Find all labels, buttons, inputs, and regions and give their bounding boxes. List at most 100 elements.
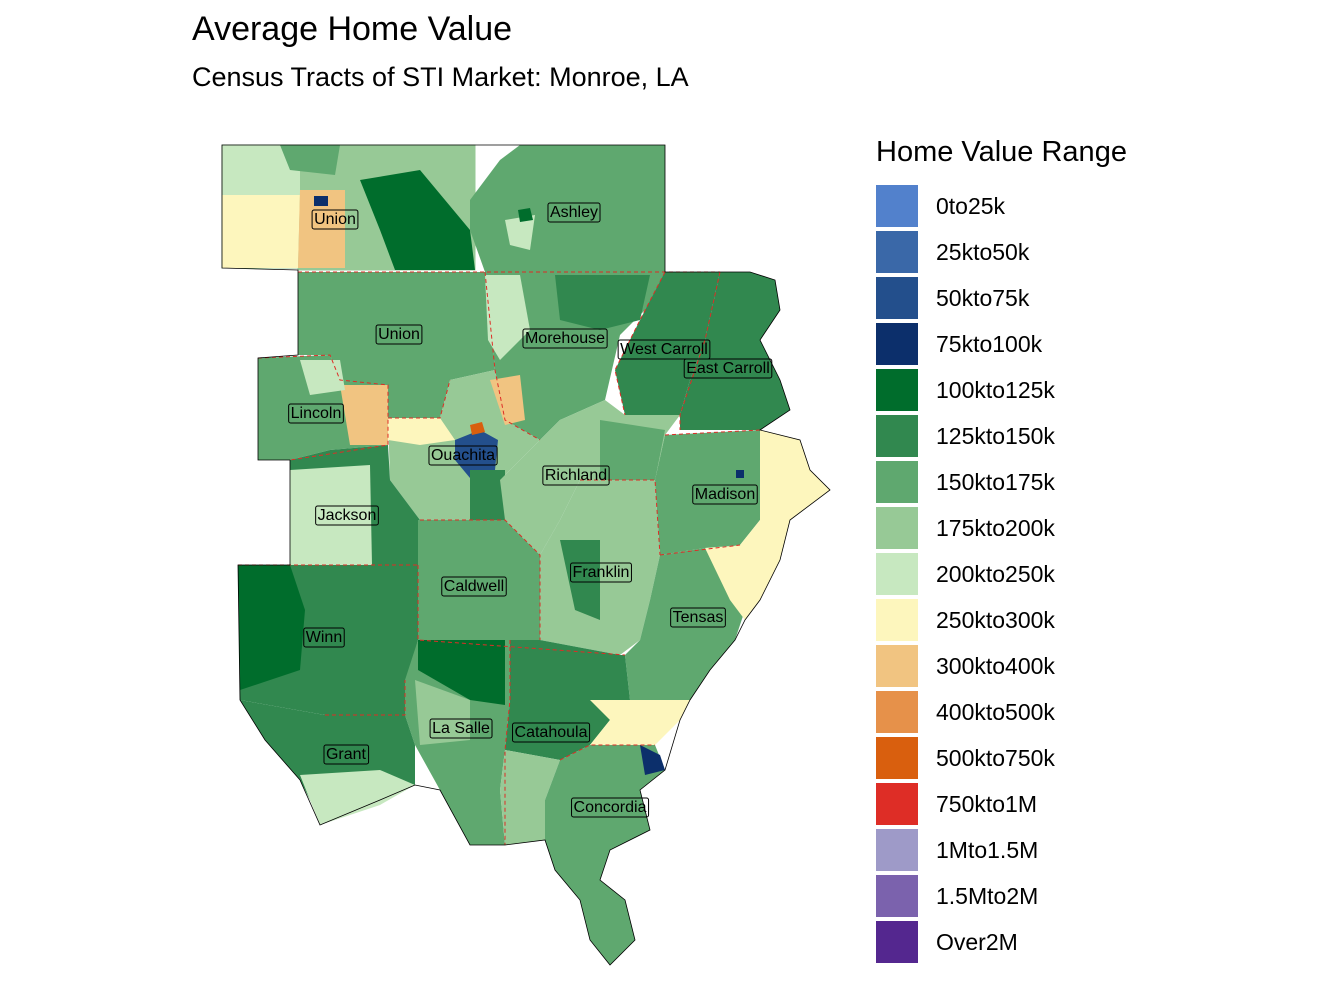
- legend-label: 300kto400k: [936, 652, 1055, 679]
- legend-swatch: [876, 323, 918, 365]
- county-label-box: [683, 358, 773, 379]
- county-label-text: Ouachita: [431, 447, 495, 464]
- county-label-box: [571, 797, 650, 818]
- region-madison: [655, 430, 760, 555]
- county-label-text: Ashley: [550, 204, 598, 221]
- county-label-text: Jackson: [318, 507, 377, 524]
- legend-swatch: [876, 921, 918, 963]
- county-label: Catahoula: [512, 722, 591, 743]
- legend-swatch: [876, 277, 918, 319]
- legend-swatch: [876, 461, 918, 503]
- region-east-carroll: [680, 272, 790, 430]
- county-label: West Carroll: [617, 339, 711, 360]
- county-label-text: Grant: [326, 746, 367, 763]
- legend-swatch: [876, 783, 918, 825]
- legend-item: 75kto100k: [876, 321, 1127, 367]
- county-label-box: [617, 339, 711, 360]
- legend: Home Value Range 0to25k 25kto50k 50kto75k 7…: [876, 136, 1127, 965]
- county-label-box: [429, 718, 493, 739]
- county-label-text: Richland: [545, 467, 607, 484]
- county-label-box: [512, 722, 591, 743]
- region-madison-tract: [736, 470, 744, 478]
- region-caldwell: [418, 520, 540, 640]
- legend-item: 1Mto1.5M: [876, 827, 1127, 873]
- legend-label: 50kto75k: [936, 284, 1030, 311]
- county-label: Lincoln: [288, 403, 344, 424]
- county-label-box: [542, 465, 610, 486]
- legend-swatch: [876, 691, 918, 733]
- county-label: Ouachita: [428, 445, 498, 466]
- region-lincoln-light: [300, 360, 345, 395]
- region-union-ar-tract: [314, 196, 328, 206]
- region-ouachita-dark: [470, 470, 505, 520]
- region-winn-dark: [238, 565, 305, 690]
- region-lincoln-orange: [340, 385, 388, 445]
- region-union-ar-mid: [280, 145, 340, 175]
- legend-label: 200kto250k: [936, 560, 1055, 587]
- county-label: Ashley: [547, 202, 601, 223]
- county-label: Concordia: [571, 797, 650, 818]
- legend-swatch: [876, 875, 918, 917]
- legend-label: 1Mto1.5M: [936, 836, 1039, 863]
- legend-item: 150kto175k: [876, 459, 1127, 505]
- legend-item: 250kto300k: [876, 597, 1127, 643]
- market-outline: [221, 144, 831, 966]
- region-morehouse-dark: [555, 275, 650, 330]
- county-label: La Salle: [429, 718, 493, 739]
- county-label-box: [522, 328, 608, 349]
- region-ashley-light: [505, 215, 535, 250]
- legend-label: 750kto1M: [936, 790, 1038, 817]
- region-grant-light: [300, 770, 415, 825]
- region-richland-green: [600, 420, 665, 480]
- county-label-text: Concordia: [574, 799, 647, 816]
- legend-item: 500kto750k: [876, 735, 1127, 781]
- county-label: Caldwell: [441, 576, 507, 597]
- legend-swatch: [876, 553, 918, 595]
- region-la-salle-dark: [418, 640, 505, 705]
- region-catahoula-yellow: [590, 700, 690, 745]
- region-ouachita-city: [455, 430, 498, 478]
- region-franklin-dark: [560, 540, 600, 620]
- county-label: Morehouse: [522, 328, 608, 349]
- county-label-text: La Salle: [432, 720, 490, 737]
- legend-label: 175kto200k: [936, 514, 1055, 541]
- region-union-ar-west: [222, 195, 300, 268]
- legend-item: 750kto1M: [876, 781, 1127, 827]
- county-label: Madison: [692, 484, 758, 505]
- county-label-box: [323, 744, 370, 765]
- county-label-box: [288, 403, 344, 424]
- legend-item: 0to25k: [876, 183, 1127, 229]
- county-label-box: [375, 324, 423, 345]
- county-label-text: West Carroll: [620, 341, 708, 358]
- county-label-text: Tensas: [673, 609, 724, 626]
- map-subtitle: Census Tracts of STI Market: Monroe, LA: [192, 62, 689, 92]
- legend-item: 100kto125k: [876, 367, 1127, 413]
- region-concordia: [545, 745, 665, 965]
- legend-swatch: [876, 599, 918, 641]
- county-label-text: Madison: [695, 486, 755, 503]
- region-tensas: [625, 545, 745, 700]
- legend-item: 1.5Mto2M: [876, 873, 1127, 919]
- legend-item: 400kto500k: [876, 689, 1127, 735]
- county-label-box: [311, 209, 359, 230]
- legend-title: Home Value Range: [876, 136, 1127, 168]
- county-label-text: Catahoula: [515, 724, 588, 741]
- county-label: Union: [311, 209, 359, 230]
- region-morehouse-light: [485, 275, 530, 360]
- county-label: Franklin: [570, 562, 632, 583]
- region-union-ar-north: [222, 145, 300, 195]
- county-label-text: Union: [314, 211, 356, 228]
- legend-item: Over2M: [876, 919, 1127, 965]
- county-label: Winn: [303, 627, 345, 648]
- legend-label: 400kto500k: [936, 698, 1055, 725]
- county-label-text: Lincoln: [291, 405, 342, 422]
- region-union-ar-dark: [360, 170, 475, 270]
- county-label: Grant: [323, 744, 370, 765]
- county-label-box: [441, 576, 507, 597]
- legend-item: 50kto75k: [876, 275, 1127, 321]
- region-tensas-river: [705, 545, 760, 620]
- county-label-box: [570, 562, 632, 583]
- parish-boundaries: [238, 271, 761, 845]
- legend-swatch: [876, 369, 918, 411]
- legend-label: 250kto300k: [936, 606, 1055, 633]
